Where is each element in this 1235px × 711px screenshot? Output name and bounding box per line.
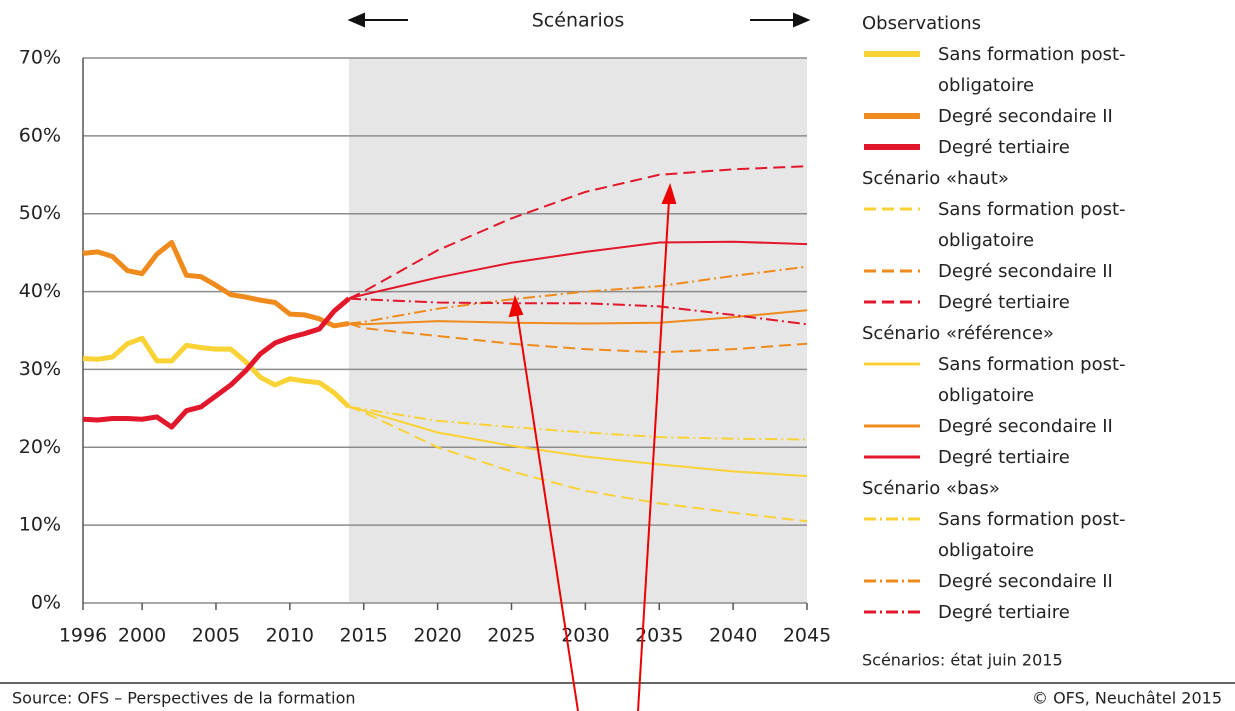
legend-label: Degré tertiaire — [938, 137, 1070, 158]
note: Scénarios: état juin 2015 — [862, 651, 1063, 670]
legend-label: Degré secondaire II — [938, 261, 1113, 282]
legend-item: Sans formation post-obligatoire — [862, 39, 1222, 101]
legend-group-title: Observations — [862, 13, 981, 34]
series-line — [348, 405, 808, 441]
y-tick-label: 50% — [19, 202, 61, 224]
x-tick-label: 2000 — [118, 625, 166, 647]
legend-item: Degré secondaire II — [862, 256, 1222, 287]
header-arrows — [347, 12, 811, 28]
legend-swatch — [864, 269, 920, 273]
legend-label: Degré tertiaire — [938, 292, 1070, 313]
annotation-arrows — [508, 182, 677, 711]
copyright: © OFS, Neuchâtel 2015 — [1032, 689, 1222, 708]
x-tick-label: 2045 — [783, 625, 831, 647]
series-line — [82, 335, 351, 409]
legend-label: Sans formation post-obligatoire — [938, 44, 1126, 96]
legend-group-title: Scénario «haut» — [862, 168, 1009, 189]
legend-item: Degré secondaire II — [862, 411, 1222, 442]
x-tick-label: 2015 — [340, 625, 388, 647]
legend-swatch — [864, 51, 920, 57]
x-tick-label: 2040 — [709, 625, 757, 647]
legend-swatch — [864, 455, 920, 459]
y-tick-label: 20% — [19, 436, 61, 458]
legend-swatch — [864, 610, 920, 614]
x-tick-label: 2030 — [561, 625, 609, 647]
legend-swatch — [864, 579, 920, 583]
legend-label: Degré secondaire II — [938, 571, 1113, 592]
legend: Observations Sans formation post-obligato… — [862, 8, 1222, 628]
legend-item: Degré secondaire II — [862, 566, 1222, 597]
series-line — [348, 265, 808, 325]
scenario-shade — [348, 58, 807, 603]
y-tick-label: 10% — [19, 514, 61, 536]
series-line — [348, 322, 808, 354]
legend-item: Degré tertiaire — [862, 597, 1222, 628]
y-tick-label: 30% — [19, 358, 61, 380]
legend-group-title: Scénario «bas» — [862, 478, 1000, 499]
legend-item: Degré secondaire II — [862, 101, 1222, 132]
series-line — [348, 405, 808, 478]
legend-swatch — [864, 362, 920, 366]
legend-item: Degré tertiaire — [862, 132, 1222, 163]
labels: 0% 10% 20% 30% 40% 50% 60% 70% 1996 2000 2005 2010 2… — [19, 47, 831, 647]
legend-swatch — [864, 424, 920, 428]
legend-label: Sans formation post-obligatoire — [938, 199, 1126, 251]
x-tick-label: 2035 — [635, 625, 683, 647]
legend-swatch — [864, 207, 920, 211]
legend-item: Sans formation post-obligatoire — [862, 349, 1222, 411]
source: Source: OFS – Perspectives de la formati… — [12, 689, 356, 708]
grid — [82, 57, 808, 610]
legend-group-title: Scénario «référence» — [862, 323, 1054, 344]
y-tick-label: 0% — [31, 592, 61, 614]
series-line — [348, 309, 808, 326]
scenario-header: Scénarios — [532, 10, 625, 32]
legend-label: Sans formation post-obligatoire — [938, 509, 1126, 561]
x-tick-label: 2020 — [413, 625, 461, 647]
legend-label: Degré secondaire II — [938, 106, 1113, 127]
legend-label: Degré tertiaire — [938, 602, 1070, 623]
legend-item: Degré tertiaire — [862, 442, 1222, 473]
legend-item: Sans formation post-obligatoire — [862, 504, 1222, 566]
x-tick-label: 1996 — [59, 625, 107, 647]
series-line — [348, 240, 808, 300]
legend-label: Degré tertiaire — [938, 447, 1070, 468]
x-tick-label: 2025 — [487, 625, 535, 647]
legend-swatch — [864, 300, 920, 304]
series-line — [348, 405, 808, 523]
legend-label: Sans formation post-obligatoire — [938, 354, 1126, 406]
legend-item: Sans formation post-obligatoire — [862, 194, 1222, 256]
legend-swatch — [864, 517, 920, 521]
series-line — [82, 296, 351, 430]
plot-background — [348, 58, 807, 603]
series-line — [82, 240, 350, 329]
series-line — [348, 297, 808, 326]
series-line — [348, 165, 808, 300]
legend-item: Degré tertiaire — [862, 287, 1222, 318]
y-tick-label: 70% — [19, 47, 61, 69]
y-tick-label: 40% — [19, 280, 61, 302]
lines — [82, 165, 808, 523]
legend-swatch — [864, 144, 920, 150]
legend-label: Degré secondaire II — [938, 416, 1113, 437]
legend-swatch — [864, 113, 920, 119]
x-tick-label: 2005 — [192, 625, 240, 647]
y-tick-label: 60% — [19, 124, 61, 146]
x-tick-label: 2010 — [266, 625, 314, 647]
